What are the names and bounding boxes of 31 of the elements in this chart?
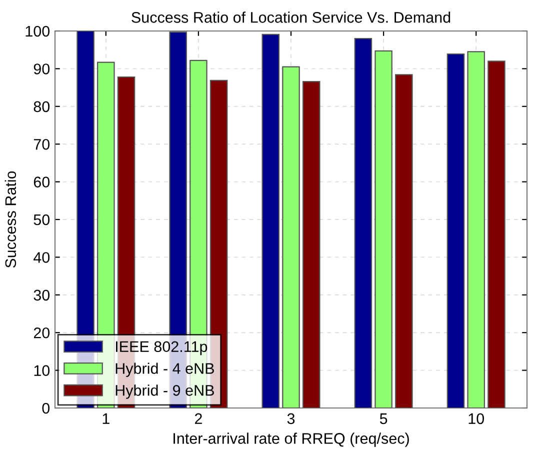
x-tick-label: 3 bbox=[287, 413, 295, 424]
y-tick-label: 90 bbox=[34, 64, 50, 74]
bar bbox=[395, 74, 413, 408]
bar bbox=[302, 80, 320, 408]
y-tick-label: 70 bbox=[34, 138, 50, 150]
bar bbox=[282, 66, 300, 408]
x-tick-label: 1 bbox=[102, 413, 110, 424]
y-tick-label: 100 bbox=[26, 26, 50, 37]
x-axis-title: Inter-arrival rate of RREQ (req/sec) bbox=[174, 432, 409, 447]
bar bbox=[488, 60, 506, 408]
x-tick-label: 2 bbox=[194, 413, 202, 424]
y-tick-label: 10 bbox=[34, 365, 50, 376]
bar bbox=[467, 51, 485, 408]
legend-label: Hybrid - 9 eNB bbox=[116, 384, 214, 399]
y-axis-title: Success Ratio bbox=[4, 171, 16, 268]
chart-title: Success Ratio of Location Service Vs. Demand bbox=[132, 12, 450, 23]
y-tick-label: 60 bbox=[34, 176, 50, 188]
y-tick-label: 0 bbox=[42, 402, 50, 414]
x-tick-label: 5 bbox=[380, 413, 388, 424]
bar bbox=[374, 50, 392, 408]
bar bbox=[354, 38, 372, 408]
y-tick-label: 20 bbox=[34, 327, 50, 338]
bar bbox=[446, 53, 465, 408]
y-tick-label: 50 bbox=[34, 214, 50, 226]
y-tick-label: 30 bbox=[34, 290, 50, 301]
x-tick-label: 10 bbox=[468, 413, 484, 424]
y-tick-label: 40 bbox=[34, 252, 50, 263]
legend-label: IEEE 802.11p bbox=[116, 341, 208, 356]
legend-label: Hybrid - 4 eNB bbox=[116, 362, 214, 377]
bar bbox=[262, 34, 280, 408]
y-tick-label: 80 bbox=[34, 101, 50, 112]
